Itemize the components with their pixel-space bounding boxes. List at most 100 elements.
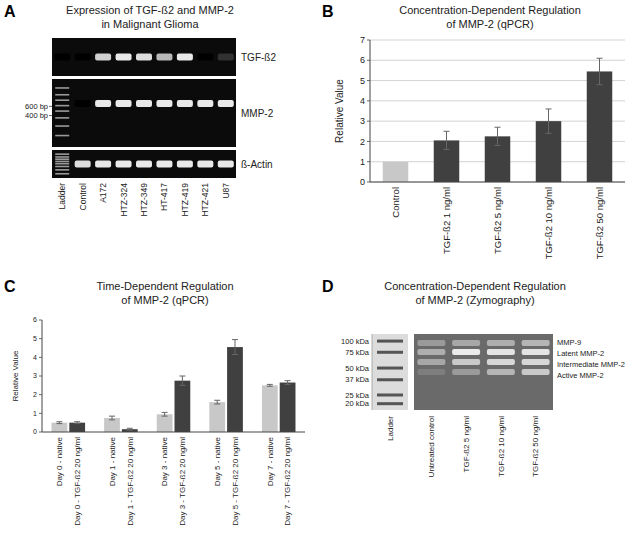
error-stem	[548, 109, 549, 133]
error-cap	[74, 421, 80, 422]
gel-band	[522, 340, 550, 346]
ladder-band	[55, 166, 69, 168]
tick-label: 5	[360, 76, 365, 86]
ladder-band	[55, 125, 69, 127]
gel-band	[156, 100, 172, 107]
gel-strip	[52, 79, 236, 147]
panel-title: Concentration-Dependent Regulation	[399, 4, 581, 16]
category-label: Day 0 - native	[55, 436, 64, 486]
bar	[280, 383, 296, 432]
bar	[175, 381, 191, 432]
category-label: Day 1 - TGF-ß2 20 ng/ml	[126, 437, 135, 526]
error-bar	[597, 58, 603, 84]
panel-letter: A	[4, 3, 16, 20]
gel-band	[417, 369, 445, 375]
tick-label: 1	[33, 410, 37, 417]
tick-label: 7	[360, 35, 365, 45]
error-cap	[179, 376, 185, 377]
lane-label: A172	[98, 183, 108, 203]
ladder-lane	[55, 87, 69, 136]
error-bar	[495, 127, 501, 145]
error-bar	[232, 340, 238, 355]
error-cap	[162, 416, 168, 417]
band-label: Active MMP-2	[557, 371, 604, 380]
band-label: TGF-ß2	[241, 52, 276, 63]
error-cap	[285, 380, 291, 381]
error-cap	[597, 58, 603, 59]
band-label: ß-Actin	[241, 159, 273, 170]
error-cap	[127, 428, 133, 429]
category-label: Day 5 - TGF-ß2 20 ng/ml	[231, 437, 240, 526]
error-bar	[214, 400, 220, 404]
gel-band	[522, 369, 550, 375]
error-cap	[444, 149, 450, 150]
error-cap	[109, 416, 115, 417]
category-label: Day 3 - native	[160, 436, 169, 486]
error-stem	[164, 412, 165, 416]
tick-label: 1	[360, 157, 365, 167]
band-label: Latent MMP-2	[557, 349, 604, 358]
category-label: Day 1 - native	[108, 436, 117, 486]
size-label: 75 kDa	[345, 348, 370, 357]
gel-band	[95, 161, 111, 168]
gel-band	[522, 349, 550, 355]
gel	[414, 334, 553, 410]
bar	[69, 423, 85, 432]
tick-label: 3	[360, 116, 365, 126]
gel-band	[75, 54, 91, 61]
gel-band	[218, 54, 234, 61]
gel-band	[177, 100, 193, 107]
gel-band	[75, 161, 91, 168]
tick-label: 3	[33, 372, 37, 379]
gel-band	[116, 100, 132, 107]
error-cap	[214, 400, 220, 401]
size-tick	[49, 115, 52, 116]
gel-band	[156, 54, 172, 61]
category-label: Day 5 - native	[213, 436, 222, 486]
error-bar	[74, 422, 80, 424]
tick-label: 6	[33, 316, 37, 323]
category-label: Control	[390, 187, 401, 218]
error-bar	[546, 109, 552, 133]
category-label: TGF-ß2 10 ng/ml	[543, 187, 554, 259]
error-cap	[232, 354, 238, 355]
y-axis	[370, 40, 371, 182]
gel-band	[136, 54, 152, 61]
gel-band	[417, 340, 445, 346]
error-stem	[217, 400, 218, 404]
size-label: 100 kDa	[341, 337, 370, 346]
bar	[227, 347, 243, 432]
tick-label: 5	[33, 335, 37, 342]
tick-label: 0	[360, 177, 365, 187]
panel-title: Expression of TGF-ß2 and MMP-2	[66, 4, 234, 16]
error-stem	[182, 376, 183, 385]
size-label: 400 bp	[25, 111, 48, 120]
gel-band	[452, 359, 480, 365]
error-cap	[546, 108, 552, 109]
error-cap	[214, 404, 220, 405]
band-label: Intermediate MMP-2	[557, 360, 625, 369]
lane-label: HTZ-421	[200, 183, 210, 217]
bar	[52, 423, 68, 432]
tick-label: 2	[33, 391, 37, 398]
gel-band	[487, 359, 515, 365]
size-label: 37 kDa	[345, 375, 370, 384]
size-label: 20 kDa	[345, 399, 370, 408]
y-axis	[42, 320, 43, 432]
x-axis	[42, 432, 305, 433]
lane-label: HTZ-349	[139, 183, 149, 217]
tick-label: 6	[360, 55, 365, 65]
grid-line	[370, 60, 625, 61]
lane-label: Control	[78, 183, 88, 211]
error-cap	[495, 127, 501, 128]
error-bar	[179, 376, 185, 385]
panel-title: of MMP-2 (Zymography)	[415, 294, 534, 306]
gel-band	[452, 340, 480, 346]
lane-label: TGF-ß2 5 ng/ml	[462, 416, 471, 473]
category-label: TGF-ß2 1 ng/ml	[441, 187, 452, 254]
ladder-band	[55, 87, 69, 89]
bars	[52, 340, 296, 432]
panel-title: in Malignant Glioma	[101, 18, 199, 30]
size-label: 50 kDa	[345, 364, 370, 373]
x-axis	[370, 182, 625, 183]
